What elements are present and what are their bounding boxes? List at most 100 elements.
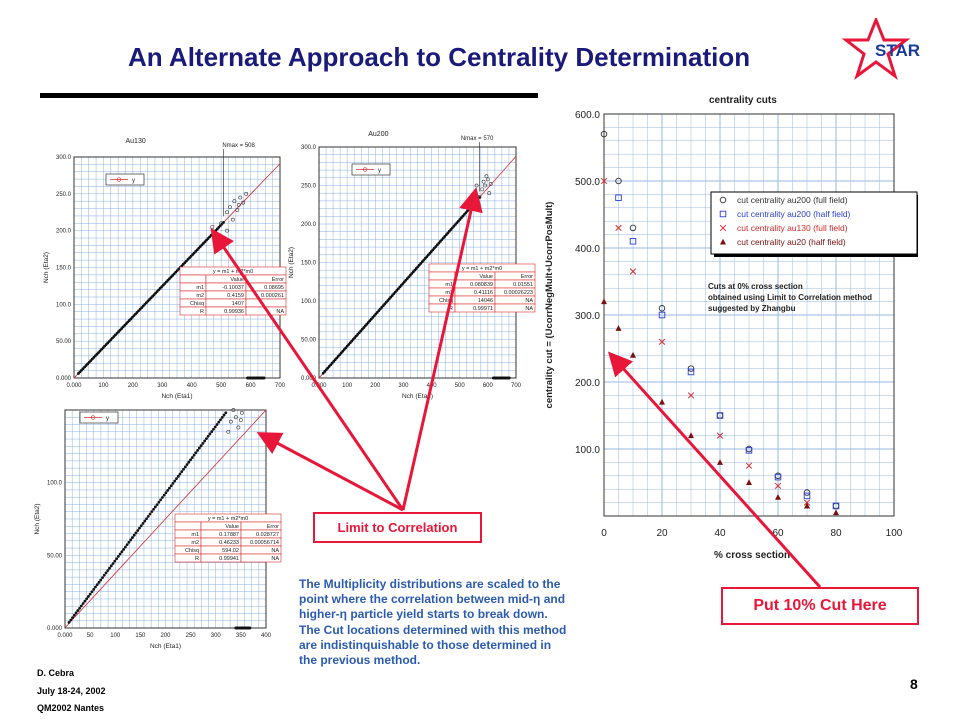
data-point [102, 573, 106, 577]
data-point [134, 531, 138, 535]
footer-dates: July 18-24, 2002 [37, 686, 106, 696]
data-point [81, 602, 85, 605]
outlier-point [226, 429, 231, 434]
data-point [659, 398, 665, 405]
data-point [109, 564, 113, 568]
data-point [222, 413, 226, 417]
data-point [803, 499, 811, 506]
legend-label: y [378, 168, 381, 174]
outlier-point [239, 411, 244, 415]
outlier-point [483, 183, 487, 188]
data-point [832, 502, 840, 510]
x-tick-label: 80 [830, 528, 842, 539]
fit-table-value: 0.08695 [264, 285, 284, 291]
data-point [99, 578, 103, 582]
y-tick-label: 200.0 [301, 222, 317, 228]
data-point [116, 555, 120, 558]
data-point [212, 427, 215, 431]
data-point [166, 489, 170, 492]
y-tick-label: 200.0 [56, 229, 72, 235]
outlier-point [225, 210, 229, 215]
data-point [162, 493, 166, 497]
data-point [719, 210, 727, 218]
data-point [720, 238, 726, 245]
data-point [775, 493, 781, 500]
outlier-point [241, 200, 246, 205]
y-tick-label: 50.00 [56, 339, 72, 345]
data-point [629, 238, 637, 245]
data-point [833, 509, 839, 516]
data-point [95, 583, 99, 587]
data-point [92, 587, 96, 591]
y-tick-label: 500.0 [575, 177, 600, 188]
nmax-annotation: Nmax = 508 [222, 143, 255, 149]
chart-title: centrality cuts [709, 95, 777, 106]
baseline-point [507, 376, 511, 380]
data-point [658, 311, 666, 319]
outlier-point [238, 418, 243, 423]
fit-table-value: m1 [191, 532, 199, 538]
desc-line: higher-η particle yield starts to break … [299, 607, 548, 622]
plot-title: Au130 [126, 138, 146, 145]
data-point [148, 512, 152, 516]
data-point [182, 467, 185, 471]
outlier-point [228, 205, 232, 209]
y-tick-label: 50.00 [301, 338, 317, 344]
fit-table-value: R [200, 309, 204, 315]
outlier-point [488, 182, 493, 186]
desc-line: the previous method. [299, 653, 421, 668]
fit-table-value: 0.028727 [256, 532, 279, 538]
method-description: The Multiplicity distributions are scale… [299, 577, 659, 668]
data-point [153, 505, 157, 509]
data-point [67, 620, 71, 624]
fit-table-value: Chisq [439, 298, 453, 304]
data-point [76, 609, 80, 612]
outlier-point [484, 174, 489, 179]
data-point [176, 474, 180, 478]
x-tick-label: 100 [342, 383, 353, 389]
data-point [615, 177, 622, 185]
data-point [215, 423, 219, 426]
data-point [178, 472, 182, 476]
cuts-note-line: Cuts at 0% cross section [708, 282, 803, 291]
arrow-to-au200 [401, 187, 483, 511]
y-axis-label: Nch (Eta2) [288, 247, 295, 278]
fit-table-value: NA [271, 556, 279, 562]
arrow-to-cut [607, 351, 822, 589]
data-point [113, 559, 117, 563]
outlier-point [219, 221, 224, 226]
x-tick-label: 700 [511, 383, 522, 389]
fit-table-value: Value [230, 277, 244, 283]
data-point [196, 449, 200, 452]
data-point [108, 566, 111, 570]
au200-correlation-plot: 0.0001002003004005006007000.00050.00100.… [288, 131, 536, 400]
x-tick-label: 0 [601, 528, 607, 539]
x-tick-label: 250 [186, 633, 197, 639]
data-point [717, 459, 723, 465]
fit-table-value: Error [521, 274, 533, 280]
fit-table-value: 0.46233 [219, 540, 239, 546]
fit-table-value: 0.4159 [227, 293, 244, 299]
fit-table-value: 0.99936 [224, 309, 244, 315]
y-tick-label: 100.0 [47, 481, 63, 487]
x-tick-label: 600 [483, 383, 494, 389]
outlier-point [474, 183, 479, 188]
data-point [122, 547, 126, 551]
data-point [615, 224, 622, 232]
outlier-point [481, 179, 486, 184]
data-point [173, 479, 177, 483]
data-point [687, 392, 695, 399]
data-point [129, 538, 133, 542]
data-point [187, 460, 191, 464]
fit-table-value: 0.01551 [513, 282, 533, 288]
data-point [745, 462, 753, 469]
baseline-point [262, 376, 266, 380]
outlier-point [487, 191, 492, 196]
data-point [86, 595, 90, 598]
fit-table-value: 594.02 [222, 548, 239, 554]
y-axis-label: Nch (Eta2) [34, 503, 41, 534]
data-point [197, 446, 201, 450]
fit-line [64, 409, 267, 629]
outlier-point [236, 202, 241, 207]
fit-table-value: 0.41116 [474, 290, 493, 296]
